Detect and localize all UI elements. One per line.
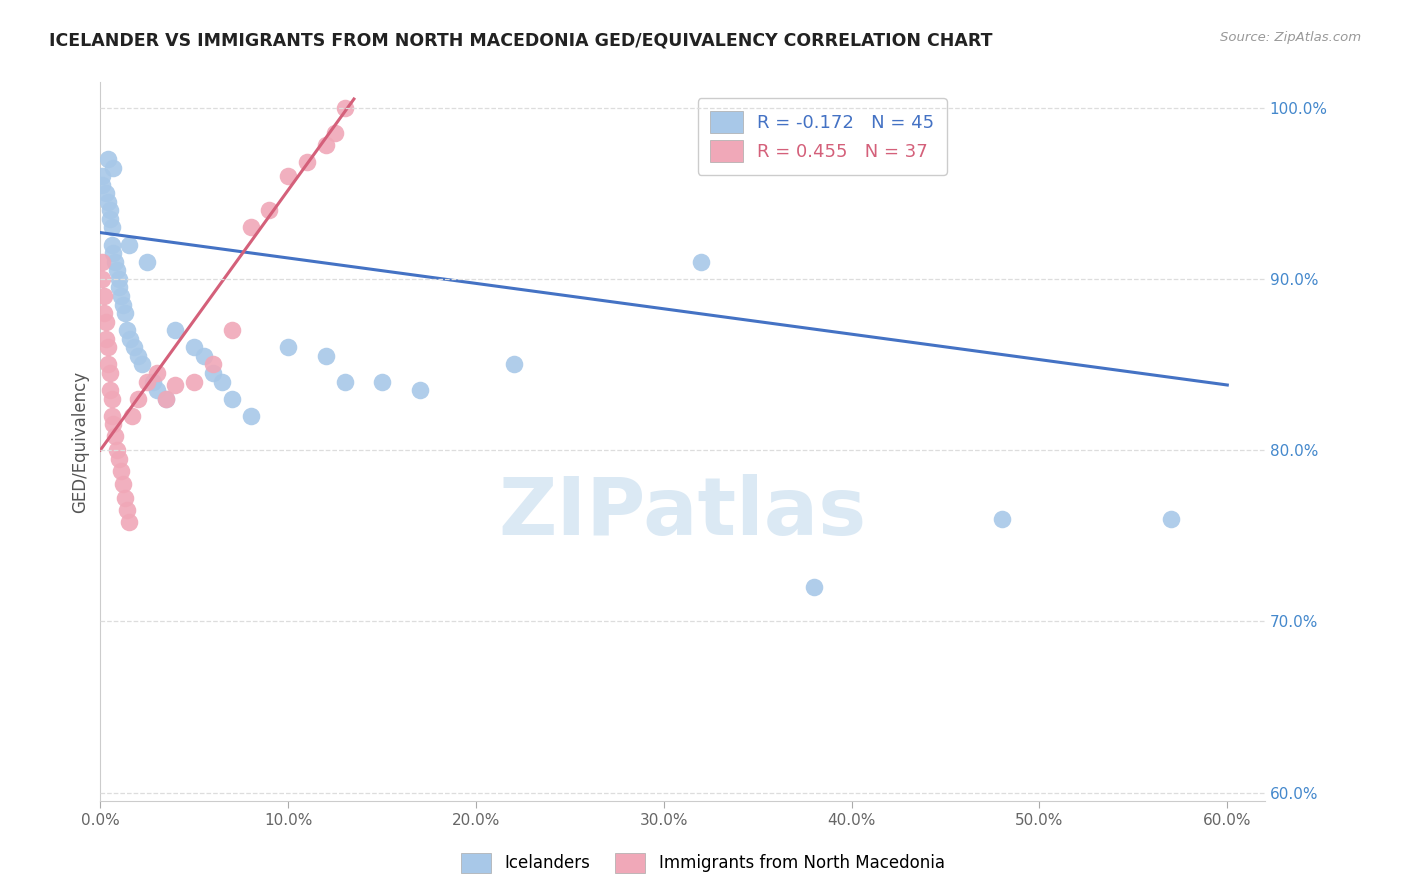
Point <box>239 409 262 423</box>
Point <box>98 211 121 226</box>
Point <box>93 306 115 320</box>
Point <box>91 254 114 268</box>
Point <box>221 392 243 406</box>
Text: ICELANDER VS IMMIGRANTS FROM NORTH MACEDONIA GED/EQUIVALENCY CORRELATION CHART: ICELANDER VS IMMIGRANTS FROM NORTH MACED… <box>49 31 993 49</box>
Point <box>104 254 127 268</box>
Point <box>100 237 122 252</box>
Point <box>94 315 117 329</box>
Point <box>94 186 117 201</box>
Y-axis label: GED/Equivalency: GED/Equivalency <box>72 370 89 513</box>
Point <box>323 126 346 140</box>
Point <box>1160 511 1182 525</box>
Point <box>502 358 524 372</box>
Point <box>91 272 114 286</box>
Point <box>97 152 120 166</box>
Point <box>111 477 134 491</box>
Point <box>105 443 128 458</box>
Point <box>103 246 125 260</box>
Point <box>277 340 299 354</box>
Point <box>108 280 131 294</box>
Point <box>202 358 225 372</box>
Point <box>97 340 120 354</box>
Point <box>98 203 121 218</box>
Point <box>165 378 187 392</box>
Point <box>155 392 177 406</box>
Point <box>131 358 153 372</box>
Point <box>991 511 1014 525</box>
Point <box>117 515 139 529</box>
Point <box>114 306 136 320</box>
Point <box>155 392 177 406</box>
Point <box>100 409 122 423</box>
Point <box>211 375 233 389</box>
Point <box>97 194 120 209</box>
Point <box>690 254 713 268</box>
Point <box>110 289 132 303</box>
Point <box>408 383 430 397</box>
Point <box>333 101 356 115</box>
Point <box>121 409 143 423</box>
Point <box>127 349 149 363</box>
Point <box>100 220 122 235</box>
Point <box>183 375 205 389</box>
Point <box>111 297 134 311</box>
Point <box>145 366 167 380</box>
Point <box>108 451 131 466</box>
Point <box>165 323 187 337</box>
Point <box>202 366 225 380</box>
Point <box>103 417 125 432</box>
Point <box>110 464 132 478</box>
Legend: Icelanders, Immigrants from North Macedonia: Icelanders, Immigrants from North Macedo… <box>454 847 952 880</box>
Legend: R = -0.172   N = 45, R = 0.455   N = 37: R = -0.172 N = 45, R = 0.455 N = 37 <box>697 98 948 175</box>
Point <box>803 580 825 594</box>
Point <box>115 323 138 337</box>
Point <box>94 332 117 346</box>
Point <box>127 392 149 406</box>
Point <box>117 237 139 252</box>
Point <box>122 340 145 354</box>
Point <box>315 138 337 153</box>
Point <box>295 155 318 169</box>
Point <box>104 429 127 443</box>
Point <box>120 332 142 346</box>
Point <box>98 366 121 380</box>
Point <box>142 375 165 389</box>
Point <box>333 375 356 389</box>
Point <box>108 272 131 286</box>
Point <box>97 358 120 372</box>
Point <box>136 375 159 389</box>
Point <box>315 349 337 363</box>
Point <box>221 323 243 337</box>
Point <box>145 383 167 397</box>
Point <box>114 491 136 505</box>
Point <box>371 375 394 389</box>
Point <box>103 161 125 175</box>
Point <box>136 254 159 268</box>
Point <box>91 178 114 192</box>
Point <box>115 503 138 517</box>
Point <box>239 220 262 235</box>
Text: Source: ZipAtlas.com: Source: ZipAtlas.com <box>1220 31 1361 45</box>
Point <box>93 289 115 303</box>
Point <box>193 349 215 363</box>
Point <box>100 392 122 406</box>
Point <box>91 169 114 183</box>
Point <box>183 340 205 354</box>
Point <box>259 203 281 218</box>
Text: ZIPatlas: ZIPatlas <box>499 475 866 552</box>
Point <box>98 383 121 397</box>
Point <box>105 263 128 277</box>
Point <box>277 169 299 183</box>
